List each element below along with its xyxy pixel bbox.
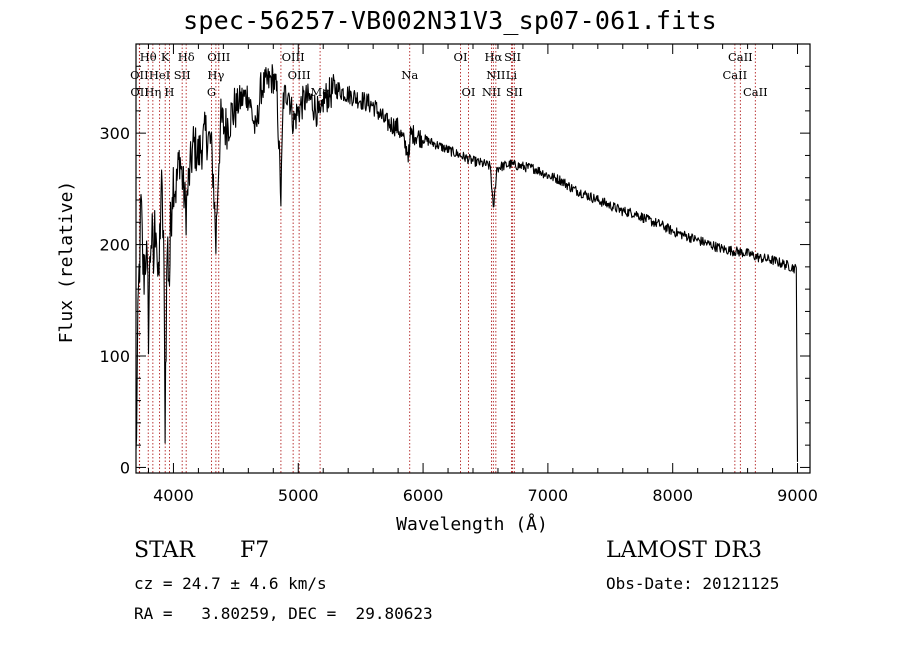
- x-tick-label: 9000: [777, 486, 818, 505]
- line-label: Hγ: [207, 68, 224, 82]
- line-label: SII: [174, 68, 191, 82]
- line-label: NII: [482, 85, 501, 99]
- line-label: OIII: [282, 50, 305, 64]
- y-tick-label: 0: [120, 458, 130, 477]
- line-label: K: [161, 50, 170, 64]
- obs-date: Obs-Date: 20121125: [606, 574, 780, 593]
- line-label: HeI: [149, 68, 170, 82]
- y-tick-label: 100: [99, 347, 130, 366]
- y-axis-label: Flux (relative): [56, 181, 77, 344]
- y-tick-label: 200: [99, 236, 130, 255]
- line-label: NII: [486, 68, 505, 82]
- x-tick-label: 5000: [278, 486, 319, 505]
- line-label: OII: [130, 68, 149, 82]
- object-subclass: F7: [240, 538, 270, 563]
- redshift-text: cz = 24.7 ± 4.6 km/s: [134, 574, 327, 593]
- chart-title: spec-56257-VB002N31V3_sp07-061.fits: [183, 6, 717, 35]
- line-label: Na: [401, 68, 418, 82]
- line-label: CaII: [722, 68, 747, 82]
- line-label: G: [207, 85, 216, 99]
- line-label: OIII: [288, 68, 311, 82]
- survey-name: LAMOST DR3: [606, 538, 762, 563]
- spectrum-line: [135, 64, 799, 462]
- line-label: SII: [506, 85, 523, 99]
- line-label: OIII: [207, 50, 230, 64]
- x-tick-label: 8000: [652, 486, 693, 505]
- y-tick-label: 300: [99, 124, 130, 143]
- line-label: SII: [504, 50, 521, 64]
- coordinates: RA = 3.80259, DEC = 29.80623: [134, 604, 433, 623]
- x-tick-label: 4000: [153, 486, 194, 505]
- line-label: CaII: [728, 50, 753, 64]
- line-label: OI: [462, 85, 476, 99]
- axis-ticks: 4000 5000 6000 7000 8000 9000 0 100 200 300: [99, 44, 818, 505]
- line-label: Hδ: [178, 50, 195, 64]
- x-tick-label: 7000: [528, 486, 569, 505]
- line-label: OII: [130, 85, 149, 99]
- x-tick-label: 6000: [403, 486, 444, 505]
- line-label: CaII: [743, 85, 768, 99]
- line-label: Hθ: [140, 50, 157, 64]
- line-markers: [138, 44, 756, 473]
- line-label: H: [164, 85, 174, 99]
- line-label: Hα: [484, 50, 502, 64]
- line-label: Hη: [144, 85, 161, 99]
- line-label: Li: [506, 68, 518, 82]
- x-axis-label: Wavelength (Å): [396, 513, 548, 535]
- object-class: STAR: [134, 538, 195, 563]
- line-label: OI: [454, 50, 468, 64]
